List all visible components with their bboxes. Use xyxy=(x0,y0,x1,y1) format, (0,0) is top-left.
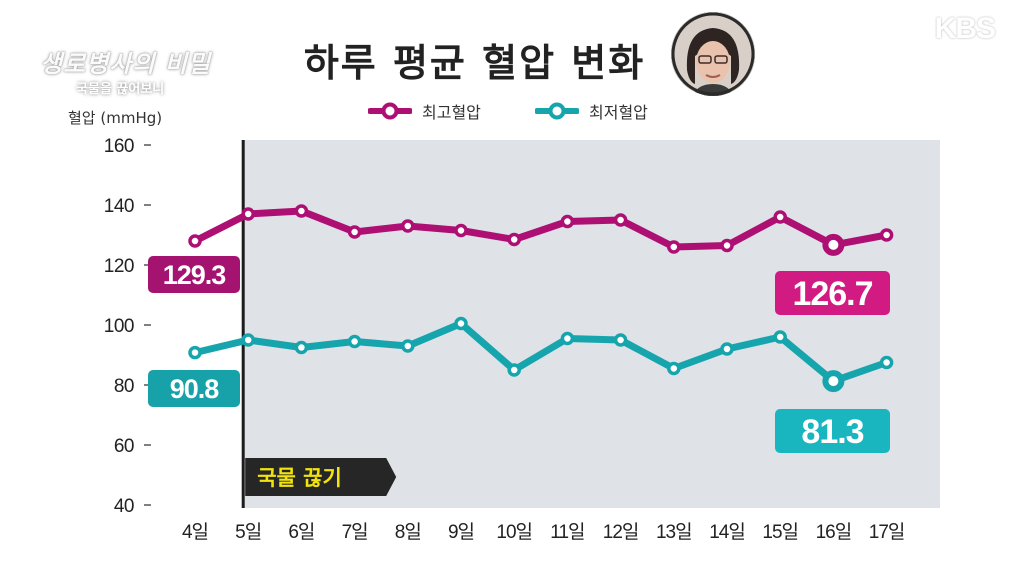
x-tick-label: 17일 xyxy=(869,521,905,543)
first-low-value-label-box xyxy=(148,370,240,407)
legend-line-marker-icon xyxy=(535,102,579,120)
legend-line-marker-icon xyxy=(368,102,412,120)
x-tick-label: 5일 xyxy=(235,521,261,543)
low-bp-point xyxy=(347,334,362,349)
low-bp-point xyxy=(560,331,575,346)
y-tick-label: 80 xyxy=(114,376,134,397)
legend: 최고혈압 최저혈압 xyxy=(0,97,1013,125)
low-bp-point xyxy=(720,342,734,356)
x-tick-label: 12일 xyxy=(603,521,639,543)
annotation-tag-background xyxy=(245,458,397,496)
first-high-value-label-box xyxy=(148,256,240,293)
low-bp-point xyxy=(879,355,894,370)
annotation-label: 국물 끊기 xyxy=(257,466,342,490)
y-tick-label: 40 xyxy=(114,496,134,517)
x-tick-label: 4일 xyxy=(182,521,208,543)
broadcaster-logo: KBS xyxy=(934,12,996,45)
high-bp-point xyxy=(294,204,309,218)
legend-label-high: 최고혈압 xyxy=(422,103,481,122)
high-bp-line xyxy=(191,207,891,251)
high-bp-point xyxy=(667,240,681,254)
high-bp-point xyxy=(241,207,255,221)
legend-item-low: 최저혈압 xyxy=(535,97,648,125)
high-bp-point xyxy=(188,234,202,248)
x-tick-label: 15일 xyxy=(762,521,798,543)
y-tick-label: 100 xyxy=(104,316,134,337)
last-low-value-label-box xyxy=(775,409,890,453)
low-bp-point xyxy=(241,333,255,347)
y-tick-label: 140 xyxy=(104,196,134,217)
last-high-value-label-box xyxy=(775,271,890,315)
low-bp-point xyxy=(667,361,681,376)
low-bp-point xyxy=(613,333,628,347)
person-portrait-icon xyxy=(671,12,755,96)
y-tick-label: 160 xyxy=(104,136,134,157)
low-bp-point xyxy=(401,339,415,353)
high-bp-point xyxy=(613,213,628,227)
x-tick-label: 8일 xyxy=(395,521,421,543)
x-tick-label: 14일 xyxy=(709,521,745,543)
y-tick-label: 60 xyxy=(114,436,134,457)
x-tick-label: 11일 xyxy=(550,521,584,543)
program-logo: 생로병사의 비밀 국물을 끊어보니 xyxy=(18,12,228,97)
legend-item-high: 최고혈압 xyxy=(368,97,481,125)
x-tick-label: 10일 xyxy=(496,521,532,543)
low-bp-line xyxy=(191,320,891,385)
low-bp-point xyxy=(454,316,468,331)
avatar xyxy=(671,12,755,96)
high-bp-point xyxy=(560,214,575,229)
high-bp-point xyxy=(507,232,521,247)
low-bp-point xyxy=(188,345,202,360)
program-subtitle: 국물을 끊어보니 xyxy=(68,78,164,97)
x-tick-label: 9일 xyxy=(448,521,474,543)
y-axis-label: 혈압 (mmHg) xyxy=(68,109,163,127)
low-bp-point xyxy=(773,330,787,344)
high-bp-point xyxy=(879,228,894,242)
high-bp-point xyxy=(720,238,734,253)
high-bp-point xyxy=(454,223,468,238)
low-bp-point xyxy=(507,363,521,377)
high-bp-point xyxy=(773,210,787,224)
chart-title: 하루 평균 혈압 변화 xyxy=(303,41,646,85)
first-high-value-label: 129.3 xyxy=(163,260,227,290)
first-low-value-label: 90.8 xyxy=(170,374,220,404)
y-tick-label: 120 xyxy=(104,256,134,277)
low-bp-point xyxy=(294,340,309,355)
last-high-value-label: 126.7 xyxy=(792,275,872,313)
high-bp-point xyxy=(822,233,845,256)
last-low-value-label: 81.3 xyxy=(801,413,863,451)
x-tick-label: 7일 xyxy=(342,521,368,543)
x-tick-label: 16일 xyxy=(816,521,852,543)
legend-label-low: 최저혈압 xyxy=(589,103,648,122)
x-tick-label: 13일 xyxy=(656,521,692,543)
program-title: 생로병사의 비밀 xyxy=(40,49,211,78)
low-bp-point xyxy=(822,370,845,393)
high-bp-point xyxy=(347,225,362,239)
high-bp-point xyxy=(401,219,415,233)
x-tick-label: 6일 xyxy=(288,521,314,543)
